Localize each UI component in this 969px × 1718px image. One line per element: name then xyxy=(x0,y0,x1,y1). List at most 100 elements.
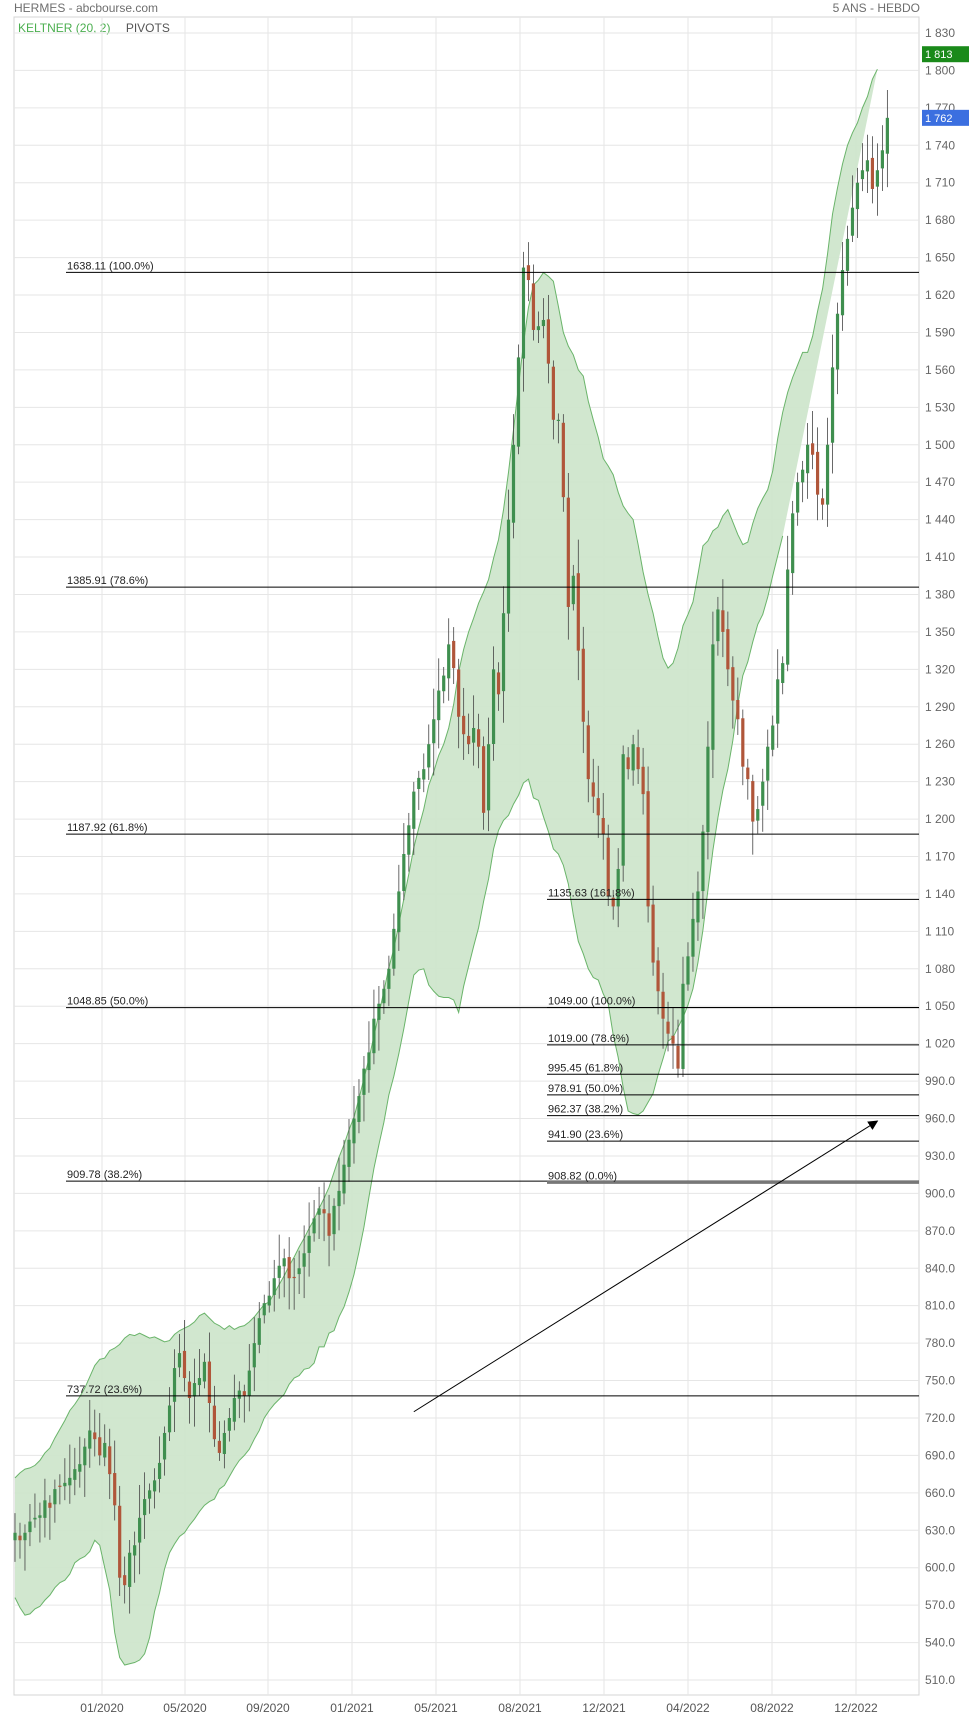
candle-body xyxy=(63,1482,67,1487)
candle-body xyxy=(78,1464,82,1472)
candle-body xyxy=(766,746,770,781)
candle-body xyxy=(327,1213,331,1236)
candle-body xyxy=(726,629,730,670)
candle-body xyxy=(501,613,506,692)
candle-body xyxy=(686,956,690,985)
candle-body xyxy=(103,1442,107,1458)
x-tick-label: 01/2021 xyxy=(330,1701,374,1715)
candle-body xyxy=(312,1218,316,1234)
y-tick-label: 780.0 xyxy=(925,1336,955,1350)
candle-body xyxy=(731,667,735,701)
fib-label-right: 941.90 (23.6%) xyxy=(548,1129,623,1141)
y-tick-label: 1 500 xyxy=(925,438,955,452)
fib-label-left: 909.78 (38.2%) xyxy=(67,1169,142,1181)
candle-body xyxy=(566,497,570,607)
candle-body xyxy=(801,469,805,483)
candle-body xyxy=(58,1485,62,1487)
y-tick-label: 720.0 xyxy=(925,1411,955,1425)
candle-body xyxy=(362,1068,366,1095)
y-tick-label: 810.0 xyxy=(925,1299,955,1313)
candle-body xyxy=(367,1052,371,1071)
fib-label-left: 1048.85 (50.0%) xyxy=(67,996,148,1008)
trend-arrow xyxy=(413,1120,879,1413)
candle-body xyxy=(392,928,396,969)
candle-body xyxy=(287,1257,291,1279)
candle-body xyxy=(28,1521,32,1533)
y-tick-label: 1 050 xyxy=(925,999,955,1013)
candle-body xyxy=(412,791,416,829)
candle-body xyxy=(452,640,456,669)
candle-body xyxy=(481,746,486,813)
candle-body xyxy=(402,854,406,892)
candle-body xyxy=(561,422,565,498)
chart-period[interactable]: 5 ANS - HEBDO xyxy=(832,1,920,15)
keltner-band xyxy=(14,68,878,1666)
y-tick-label: 750.0 xyxy=(925,1374,955,1388)
candle-body xyxy=(427,744,431,768)
candle-body xyxy=(796,482,800,513)
y-tick-label: 1 470 xyxy=(925,475,955,489)
candle-body xyxy=(771,725,775,750)
candle-body xyxy=(397,891,401,933)
candle-body xyxy=(706,746,710,833)
fib-label-right: 1135.63 (161.8%) xyxy=(548,887,635,899)
y-tick-label: 1 410 xyxy=(925,550,955,564)
candle-body xyxy=(302,1253,306,1267)
candle-body xyxy=(815,451,820,495)
candle-body xyxy=(546,319,550,364)
candle-body xyxy=(417,777,421,789)
candle-body xyxy=(317,1208,321,1215)
candle-body xyxy=(616,868,620,907)
candle-body xyxy=(467,735,471,745)
candle-body xyxy=(292,1276,296,1279)
candle-body xyxy=(447,644,451,679)
y-tick-label: 570.0 xyxy=(925,1598,955,1612)
y-tick-label: 1 620 xyxy=(925,288,955,302)
candle-body xyxy=(133,1545,137,1556)
fib-label-right: 995.45 (61.8%) xyxy=(548,1062,623,1074)
candle-body xyxy=(850,207,855,236)
y-tick-label: 1 170 xyxy=(925,850,955,864)
y-tick-label: 1 800 xyxy=(925,63,955,77)
price-tag-label: 1 813 xyxy=(925,49,953,61)
candle-body xyxy=(187,1381,192,1399)
candle-body xyxy=(192,1383,197,1397)
candle-body xyxy=(108,1446,112,1475)
legend-pivots[interactable]: PIVOTS xyxy=(125,21,170,35)
candle-body xyxy=(761,781,765,806)
y-tick-label: 600.0 xyxy=(925,1561,955,1575)
candle-body xyxy=(636,747,640,770)
y-tick-label: 1 530 xyxy=(925,400,955,414)
candle-body xyxy=(83,1446,87,1466)
y-tick-label: 1 830 xyxy=(925,26,955,40)
fib-label-right: 1019.00 (78.6%) xyxy=(548,1033,629,1045)
chart-title: HERMES - abcbourse.com xyxy=(14,1,159,15)
candle-body xyxy=(830,367,835,443)
candle-body xyxy=(377,1003,381,1020)
y-tick-label: 1 020 xyxy=(925,1037,955,1051)
y-tick-label: 870.0 xyxy=(925,1224,955,1238)
candle-body xyxy=(68,1477,72,1486)
candle-body xyxy=(272,1278,276,1295)
candle-body xyxy=(352,1118,356,1144)
fib-label-left: 737.72 (23.6%) xyxy=(67,1384,142,1396)
legend-keltner[interactable]: KELTNER (20, 2) xyxy=(18,21,111,35)
x-tick-label: 04/2022 xyxy=(666,1701,710,1715)
candle-body xyxy=(860,170,865,180)
candle-body xyxy=(442,675,446,692)
candle-body xyxy=(207,1361,212,1404)
candle-body xyxy=(741,718,745,767)
candle-body xyxy=(382,988,386,1004)
candle-body xyxy=(696,891,700,923)
y-tick-label: 840.0 xyxy=(925,1261,955,1275)
price-tag: 1 762 xyxy=(922,109,969,126)
candle-body xyxy=(332,1205,336,1235)
candle-body xyxy=(242,1391,246,1396)
candle-body xyxy=(486,744,491,811)
candle-body xyxy=(437,690,441,721)
candle-body xyxy=(88,1430,92,1449)
candle-body xyxy=(357,1096,361,1123)
candle-body xyxy=(118,1505,122,1578)
y-tick-label: 1 680 xyxy=(925,213,955,227)
